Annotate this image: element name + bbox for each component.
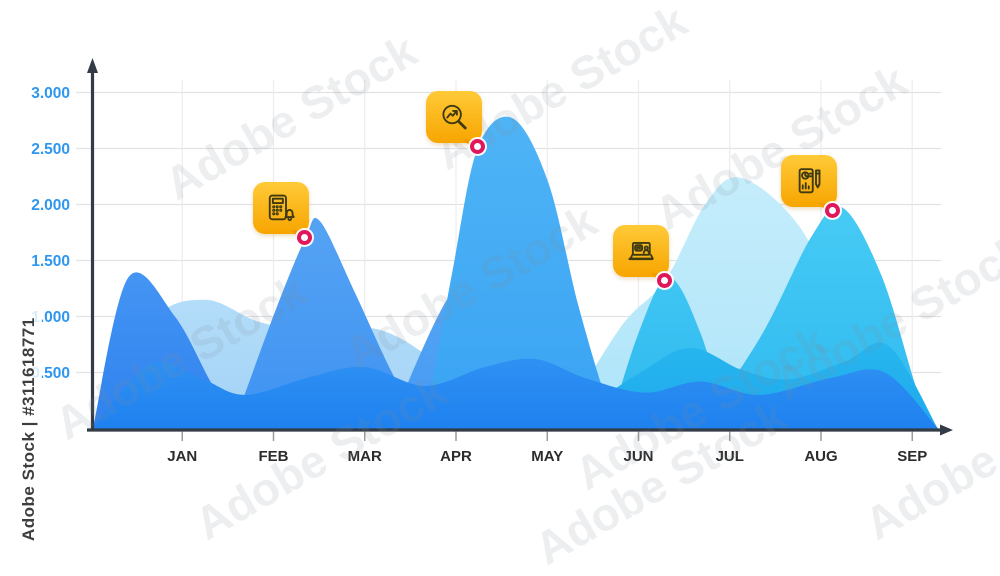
stock-id-watermark: Adobe Stock | #311618771 bbox=[16, 278, 42, 546]
x-tick-label: APR bbox=[440, 448, 472, 465]
tooltip-bubble[interactable] bbox=[425, 91, 482, 144]
data-point-marker[interactable] bbox=[824, 203, 840, 219]
x-tick-label: MAY bbox=[531, 448, 563, 465]
stock-chart-canvas: 3.000 2.500 2.000 1.500 1.000 0.500 JAN FEB MAR A… bbox=[0, 0, 1000, 520]
tooltip-bubble[interactable] bbox=[612, 224, 669, 277]
tooltip-bubble[interactable] bbox=[253, 182, 310, 235]
y-tick-label: 3.000 bbox=[31, 85, 70, 102]
data-point-marker[interactable] bbox=[469, 139, 485, 155]
wave-bright-blue-front bbox=[94, 358, 938, 429]
x-tick-label: AUG bbox=[804, 448, 837, 465]
x-tick-label: JUN bbox=[623, 448, 653, 465]
laptop-percent-icon bbox=[626, 236, 656, 266]
y-tick-label: 2.500 bbox=[31, 141, 70, 158]
x-axis-arrow bbox=[940, 424, 953, 436]
y-tick-label: 1.500 bbox=[31, 253, 70, 270]
y-tick-label: 2.000 bbox=[31, 197, 70, 214]
data-point-marker[interactable] bbox=[297, 230, 313, 246]
y-axis-arrow bbox=[87, 58, 98, 73]
x-tick-label: MAR bbox=[348, 448, 382, 465]
axes bbox=[87, 58, 953, 441]
calculator-alarm-icon bbox=[266, 193, 296, 223]
tooltip-bubble[interactable] bbox=[780, 155, 837, 208]
wave-sky-blue-april bbox=[424, 116, 623, 429]
x-tick-label: JUL bbox=[716, 448, 744, 465]
wave-layers bbox=[94, 116, 938, 429]
annotation-layer bbox=[0, 0, 1000, 520]
x-tick-label: JAN bbox=[167, 448, 197, 465]
report-edit-icon bbox=[794, 166, 824, 196]
data-point-marker[interactable] bbox=[656, 272, 672, 288]
x-tick-label: FEB bbox=[259, 448, 289, 465]
x-tick-label: SEP bbox=[897, 448, 927, 465]
search-analytics-icon bbox=[439, 102, 469, 132]
